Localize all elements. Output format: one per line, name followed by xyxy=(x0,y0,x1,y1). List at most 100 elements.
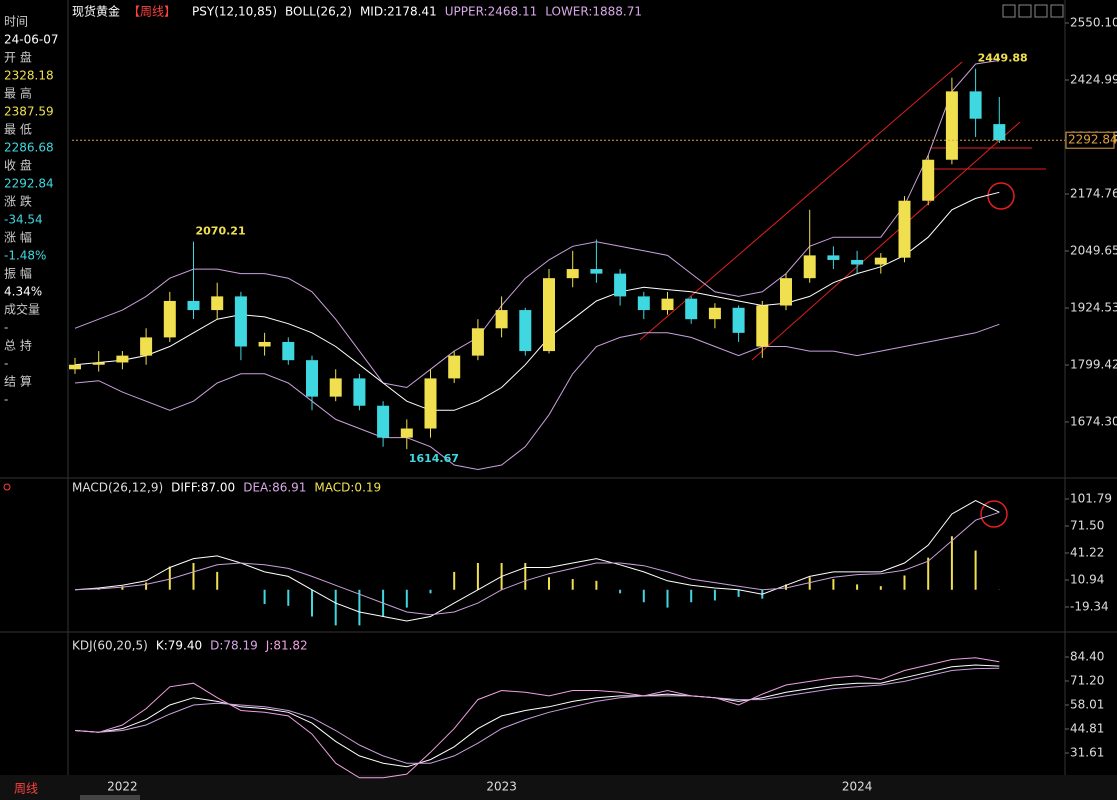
info-row: 2292.84 xyxy=(4,177,54,191)
header-item: LOWER:1888.71 xyxy=(545,5,642,19)
candle-body xyxy=(187,300,200,311)
y-tick-label: 31.61 xyxy=(1070,746,1104,760)
panel-title: J:81.82 xyxy=(265,639,308,653)
period-label[interactable]: 周线 xyxy=(14,782,38,796)
candle-body xyxy=(306,360,318,397)
x-tick-label: 2022 xyxy=(107,780,138,794)
y-tick-label: 84.40 xyxy=(1070,650,1104,664)
y-tick-label: 41.22 xyxy=(1070,546,1104,560)
indicator-line xyxy=(74,191,1000,411)
candle-body xyxy=(211,296,224,311)
x-tick-label: 2023 xyxy=(486,780,517,794)
candle-body xyxy=(353,378,366,406)
candle-body xyxy=(780,278,792,306)
panel-title: D:78.19 xyxy=(210,639,258,653)
candle-body xyxy=(851,259,864,265)
candle-body xyxy=(471,328,484,356)
candle-body xyxy=(590,269,603,274)
y-tick-label: 101.79 xyxy=(1070,492,1112,506)
panel-title: DIFF:87.00 xyxy=(171,481,235,495)
info-row: 成交量 xyxy=(4,302,40,317)
y-tick-label: 2550.10 xyxy=(1070,16,1117,30)
header-item: 【周线】 xyxy=(128,5,176,19)
candle-body xyxy=(566,269,579,279)
info-row: -34.54 xyxy=(4,213,43,227)
candle-body xyxy=(993,124,1006,141)
y-tick-label: 58.01 xyxy=(1070,697,1104,711)
candle-body xyxy=(519,310,532,352)
indicator-line xyxy=(74,657,1000,779)
candle-body xyxy=(163,300,176,338)
candle-body xyxy=(495,310,508,329)
info-row: 时间 xyxy=(4,15,28,29)
info-row: - xyxy=(4,393,8,407)
candle-body xyxy=(140,337,153,356)
candle-body xyxy=(234,296,247,347)
highlight-circle xyxy=(980,500,1008,528)
panel-title: DEA:86.91 xyxy=(243,481,306,495)
info-row: -1.48% xyxy=(4,249,46,263)
header-item: BOLL(26,2) xyxy=(285,5,352,19)
y-tick-label: 1924.53 xyxy=(1070,300,1117,314)
header-item: PSY(12,10,85) xyxy=(192,5,277,19)
candle-body xyxy=(377,405,390,438)
candle-body xyxy=(898,200,911,258)
info-row: 涨 幅 xyxy=(4,230,32,245)
info-row: 2328.18 xyxy=(4,69,54,83)
last-price-label: 2292.84 xyxy=(1068,133,1117,147)
panel-title: MACD(26,12,9) xyxy=(72,481,163,495)
candle-body xyxy=(732,307,745,333)
candle-body xyxy=(329,378,342,397)
highlight-circle xyxy=(987,182,1015,210)
y-tick-label: 2049.65 xyxy=(1070,243,1117,257)
y-tick-label: 2424.99 xyxy=(1070,72,1117,86)
candle-body xyxy=(708,307,721,320)
extreme-label: 1614.67 xyxy=(409,452,459,465)
y-tick-label: 44.81 xyxy=(1070,721,1104,735)
panel-title: MACD:0.19 xyxy=(314,481,381,495)
candle-body xyxy=(827,255,840,260)
toolbar-icons[interactable] xyxy=(1002,4,1064,18)
extreme-label: 2449.88 xyxy=(978,52,1028,65)
candle-body xyxy=(969,91,982,119)
scrollbar[interactable] xyxy=(80,795,140,800)
candle-body xyxy=(424,378,437,429)
indicator-line xyxy=(74,500,1000,622)
header-item: 现货黄金 xyxy=(72,4,120,19)
indicator-line xyxy=(74,511,1000,616)
info-row: 2387.59 xyxy=(4,105,54,119)
extreme-label: 2070.21 xyxy=(196,225,246,238)
y-tick-label: 71.50 xyxy=(1070,519,1104,533)
y-tick-label: 1799.42 xyxy=(1070,357,1117,371)
candle-body xyxy=(282,341,295,361)
candle-body xyxy=(543,278,555,352)
indicator-line xyxy=(74,59,1000,389)
candle-body xyxy=(874,257,887,265)
info-row: 涨 跌 xyxy=(4,194,32,209)
x-tick-label: 2024 xyxy=(842,780,873,794)
candle-body xyxy=(661,298,674,311)
panel-title: KDJ(60,20,5) xyxy=(72,639,148,653)
header-item: MID:2178.41 xyxy=(360,5,437,19)
last-price-tag xyxy=(1065,131,1115,149)
panel-title: K:79.40 xyxy=(156,639,202,653)
candle-body xyxy=(803,255,816,279)
info-row: - xyxy=(4,321,8,335)
time-axis-bar xyxy=(0,775,1117,800)
info-row: 最 高 xyxy=(4,86,32,101)
header-item: UPPER:2468.11 xyxy=(445,5,537,19)
candle-body xyxy=(92,362,105,365)
panel-icon[interactable] xyxy=(3,483,11,491)
info-row: 最 低 xyxy=(4,123,32,137)
candle-body xyxy=(614,273,627,297)
candle-body xyxy=(69,364,81,370)
candle-body xyxy=(258,341,271,347)
info-row: 开 盘 xyxy=(4,50,32,65)
y-tick-label: 10.94 xyxy=(1070,573,1104,587)
y-tick-label: 2174.76 xyxy=(1070,186,1117,200)
candle-body xyxy=(922,159,935,201)
info-row: - xyxy=(4,357,8,371)
